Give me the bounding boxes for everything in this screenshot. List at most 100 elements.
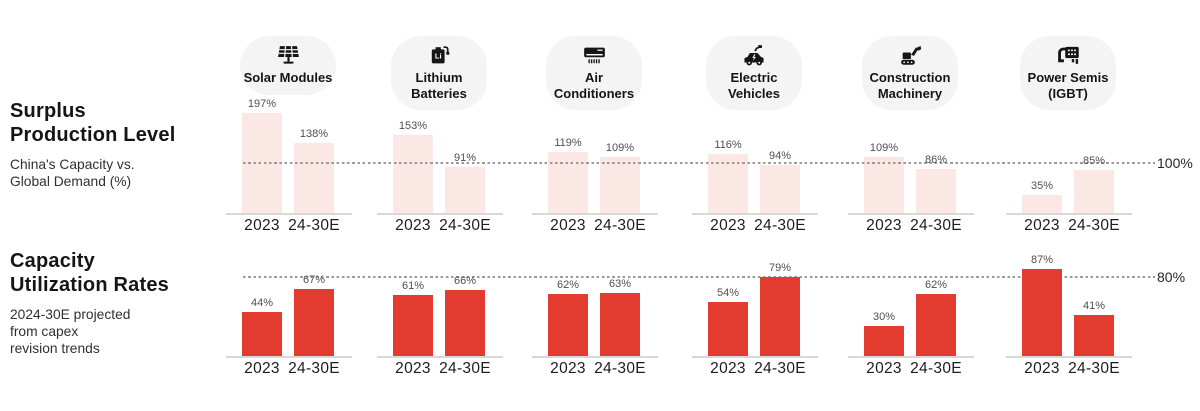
bar-value-label: 87% bbox=[1030, 254, 1054, 266]
bar-value-label: 62% bbox=[556, 279, 580, 291]
air-conditioner-icon bbox=[581, 44, 608, 68]
axis-category-label: 24-30E bbox=[1068, 217, 1120, 234]
axis-baseline bbox=[226, 213, 352, 215]
bar-value-label: 109% bbox=[605, 142, 635, 154]
industry-label: Air Conditioners bbox=[553, 70, 635, 101]
axis-category-label: 24-30E bbox=[594, 360, 646, 377]
left-panel: Surplus Production Level China's Capacity… bbox=[10, 0, 225, 411]
svg-text:Li: Li bbox=[435, 52, 442, 61]
title-line: Production Level bbox=[10, 124, 176, 146]
industry-pill-air-conditioners: Air Conditioners bbox=[546, 36, 642, 110]
axis-category-label: 24-30E bbox=[754, 360, 806, 377]
axis-category-label: 24-30E bbox=[594, 217, 646, 234]
axis-baseline bbox=[532, 356, 658, 358]
axis-category-label: 24-30E bbox=[288, 217, 340, 234]
surplus-100pct-reference-line bbox=[243, 162, 1155, 164]
bar-24-30e bbox=[1074, 170, 1114, 213]
industry-pill-lithium-batteries: Li Lithium Batteries bbox=[391, 36, 487, 110]
industry-label: Construction Machinery bbox=[869, 70, 951, 101]
bar-24-30e bbox=[445, 290, 485, 356]
industry-pill-power-semis-igbt-: Power Semis (IGBT) bbox=[1020, 36, 1116, 110]
bar-value-label: 79% bbox=[768, 262, 792, 274]
axis-baseline bbox=[692, 356, 818, 358]
industry-pill-electric-vehicles: Electric Vehicles bbox=[706, 36, 802, 110]
title-line: Capacity bbox=[10, 250, 95, 272]
bar-2023 bbox=[393, 295, 433, 356]
axis-category-label: 24-30E bbox=[1068, 360, 1120, 377]
bar-2023 bbox=[1022, 269, 1062, 356]
bar-24-30e bbox=[294, 289, 334, 356]
bar-24-30e bbox=[600, 293, 640, 356]
bar-2023 bbox=[708, 154, 748, 213]
axis-category-label: 24-30E bbox=[439, 360, 491, 377]
bar-24-30e bbox=[916, 169, 956, 213]
industry-pill-solar-modules: Solar Modules bbox=[240, 36, 336, 95]
axis-category-label: 24-30E bbox=[288, 360, 340, 377]
electric-vehicle-icon bbox=[741, 44, 767, 68]
axis-baseline bbox=[692, 213, 818, 215]
bar-24-30e bbox=[445, 167, 485, 213]
axis-category-label: 2023 bbox=[1024, 217, 1060, 234]
bar-value-label: 63% bbox=[608, 278, 632, 290]
axis-baseline bbox=[1006, 356, 1132, 358]
axis-category-label: 2023 bbox=[550, 360, 586, 377]
bar-2023 bbox=[864, 326, 904, 356]
axis-baseline bbox=[226, 356, 352, 358]
industry-label: Power Semis (IGBT) bbox=[1027, 70, 1109, 101]
bar-24-30e bbox=[760, 165, 800, 213]
bar-value-label: 119% bbox=[554, 137, 582, 149]
axis-category-label: 24-30E bbox=[910, 217, 962, 234]
axis-category-label: 24-30E bbox=[439, 217, 491, 234]
axis-category-label: 2023 bbox=[866, 217, 902, 234]
bar-value-label: 109% bbox=[869, 142, 899, 154]
axis-category-label: 2023 bbox=[710, 217, 746, 234]
utilization-row-label: Capacity Utilization Rates 2024-30E proje… bbox=[10, 249, 220, 357]
bar-value-label: 30% bbox=[872, 311, 896, 323]
axis-category-label: 2023 bbox=[244, 217, 280, 234]
surplus-row-title: Surplus Production Level bbox=[10, 99, 220, 147]
industry-label: Solar Modules bbox=[243, 70, 333, 85]
bar-value-label: 35% bbox=[1030, 180, 1054, 192]
utilization-row-title: Capacity Utilization Rates bbox=[10, 249, 220, 297]
bar-value-label: 62% bbox=[924, 279, 948, 291]
surplus-reference-label: 100% bbox=[1157, 155, 1193, 171]
industry-label: Lithium Batteries bbox=[411, 70, 467, 101]
bar-2023 bbox=[864, 157, 904, 213]
bar-2023 bbox=[242, 312, 282, 356]
axis-category-label: 2023 bbox=[244, 360, 280, 377]
bar-2023 bbox=[393, 135, 433, 213]
bar-24-30e bbox=[1074, 315, 1114, 356]
bar-24-30e bbox=[760, 277, 800, 356]
axis-category-label: 2023 bbox=[550, 217, 586, 234]
bar-2023 bbox=[1022, 195, 1062, 213]
bar-value-label: 85% bbox=[1082, 155, 1106, 167]
bar-value-label: 61% bbox=[401, 280, 425, 292]
excavator-icon bbox=[897, 44, 924, 68]
axis-category-label: 2023 bbox=[710, 360, 746, 377]
bar-value-label: 86% bbox=[924, 154, 948, 166]
bar-24-30e bbox=[294, 143, 334, 213]
utilization-reference-label: 80% bbox=[1157, 269, 1186, 285]
axis-baseline bbox=[848, 356, 974, 358]
industry-pill-construction-machinery: Construction Machinery bbox=[862, 36, 958, 110]
bar-value-label: 94% bbox=[768, 150, 792, 162]
bar-value-label: 44% bbox=[250, 297, 274, 309]
axis-category-label: 2023 bbox=[395, 360, 431, 377]
bar-value-label: 41% bbox=[1082, 300, 1106, 312]
industry-label: Electric Vehicles bbox=[727, 70, 781, 101]
surplus-row-subtitle: China's Capacity vs. Global Demand (%) bbox=[10, 157, 135, 189]
bar-24-30e bbox=[916, 294, 956, 356]
axis-category-label: 24-30E bbox=[910, 360, 962, 377]
axis-category-label: 2023 bbox=[1024, 360, 1060, 377]
utilization-80pct-reference-line bbox=[243, 276, 1155, 278]
axis-category-label: 2023 bbox=[395, 217, 431, 234]
bar-value-label: 66% bbox=[453, 275, 477, 287]
axis-category-label: 2023 bbox=[866, 360, 902, 377]
bar-2023 bbox=[708, 302, 748, 356]
bar-value-label: 67% bbox=[302, 274, 326, 286]
power-semiconductor-icon bbox=[1055, 44, 1082, 68]
bar-value-label: 116% bbox=[714, 139, 742, 151]
axis-baseline bbox=[377, 356, 503, 358]
axis-baseline bbox=[377, 213, 503, 215]
